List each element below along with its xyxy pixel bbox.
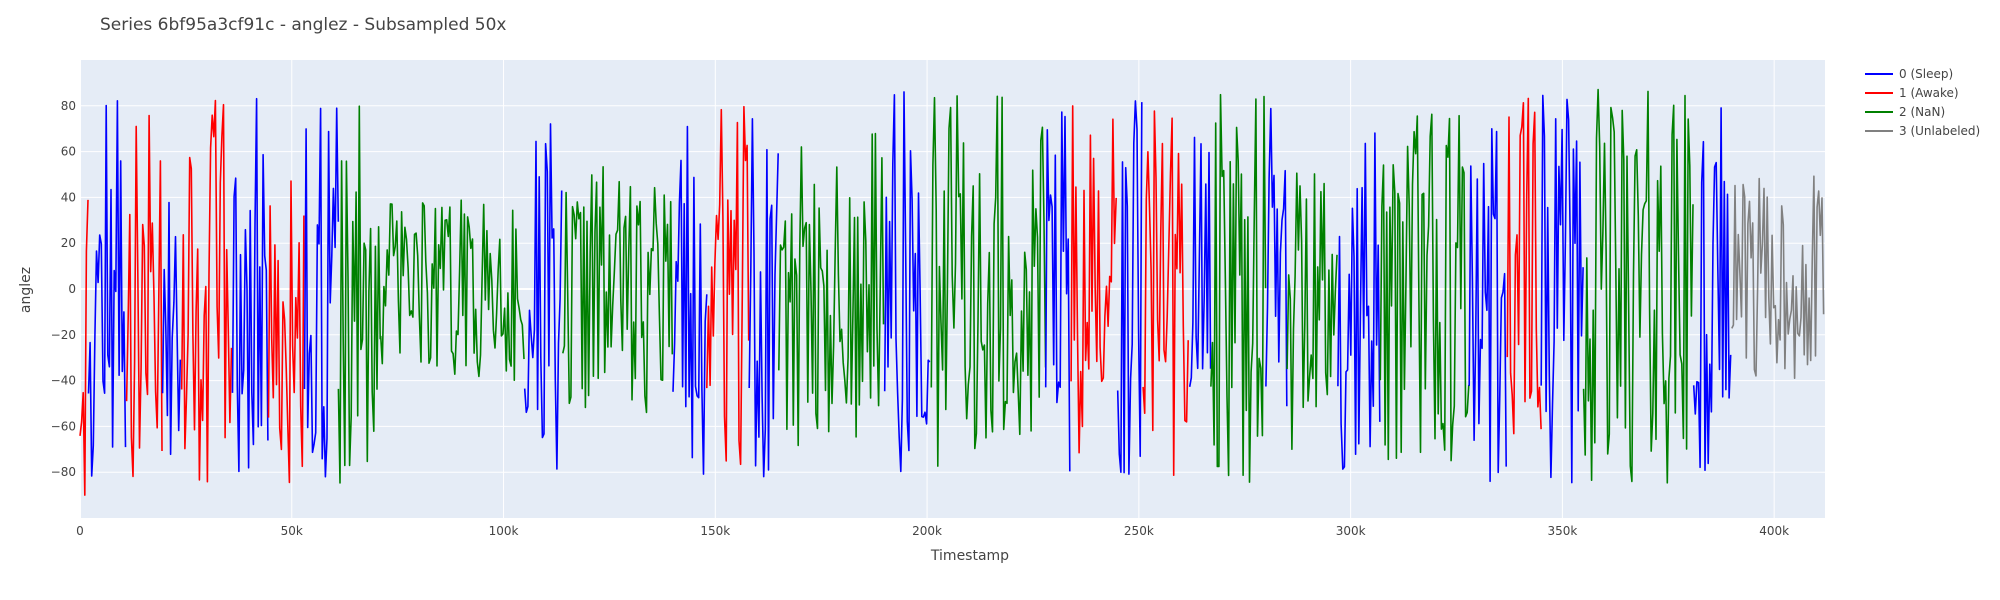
series-line-segment (87, 100, 127, 477)
series-line-segment (1188, 136, 1212, 387)
series-line-segment (706, 105, 750, 466)
y-tick-label: −80 (51, 465, 76, 479)
series-line-segment (1379, 113, 1470, 462)
x-tick-label: 300k (1336, 524, 1366, 538)
x-tick-label: 250k (1124, 524, 1154, 538)
series-line-segment (1692, 107, 1732, 471)
series-line-segment (1286, 172, 1338, 450)
legend-label: 0 (Sleep) (1899, 67, 1953, 81)
series-line-segment (161, 201, 182, 456)
axis-ticks: 80 60 40 20 0 −20 −40 −60 −80 0 50k 100k 150k 200k 250… (51, 99, 1789, 538)
series-line-segment (1044, 111, 1071, 472)
series-line-segment (303, 107, 340, 478)
series-lines (79, 88, 1825, 496)
series-line-segment (562, 166, 674, 414)
x-tick-label: 50k (281, 524, 303, 538)
y-tick-label: −40 (51, 374, 76, 388)
y-tick-label: 40 (61, 190, 76, 204)
series-line-segment (379, 199, 525, 381)
x-tick-label: 400k (1759, 524, 1789, 538)
x-tick-label: 0 (76, 524, 84, 538)
legend-item[interactable]: 0 (Sleep) (1865, 67, 1953, 81)
legend-item[interactable]: 2 (NaN) (1865, 105, 1945, 119)
y-tick-label: −60 (51, 419, 76, 433)
series-line-segment (267, 180, 305, 484)
series-line-segment (1337, 132, 1381, 470)
y-tick-label: −20 (51, 328, 76, 342)
x-tick-label: 200k (912, 524, 942, 538)
series-line-segment (180, 99, 233, 483)
x-tick-label: 150k (700, 524, 730, 538)
series-line-segment (1540, 94, 1584, 484)
series-line-segment (231, 97, 269, 473)
series-line-segment (672, 125, 708, 475)
series-line-segment (1582, 88, 1694, 484)
chart-title: Series 6bf95a3cf91c - anglez - Subsample… (100, 15, 506, 35)
legend-item[interactable]: 1 (Awake) (1865, 86, 1959, 100)
series-line-segment (1468, 128, 1507, 483)
x-axis-title: Timestamp (930, 548, 1009, 564)
legend-item[interactable]: 3 (Unlabeled) (1865, 124, 1980, 138)
series-line-segment (1142, 110, 1189, 476)
series-line-segment (1116, 100, 1143, 475)
series-line-segment (778, 132, 885, 447)
legend-label: 1 (Awake) (1899, 86, 1959, 100)
legend[interactable]: 0 (Sleep) 1 (Awake) 2 (NaN) 3 (Unlabeled) (1865, 67, 1980, 138)
series-line-segment (930, 95, 1047, 467)
series-line-segment (1210, 93, 1267, 483)
series-line-segment (79, 199, 89, 496)
y-axis-title: anglez (18, 267, 34, 313)
series-line-segment (1265, 107, 1288, 407)
legend-label: 2 (NaN) (1899, 105, 1945, 119)
y-tick-label: 80 (61, 99, 76, 113)
series-line-segment (883, 91, 931, 473)
series-line-segment (1070, 105, 1117, 454)
series-line-segment (1731, 175, 1825, 379)
y-tick-label: 60 (61, 145, 76, 159)
series-line-segment (1506, 97, 1542, 435)
series-line-segment (125, 114, 163, 478)
y-tick-label: 20 (61, 236, 76, 250)
series-line-segment (337, 105, 381, 484)
x-tick-label: 100k (489, 524, 519, 538)
legend-label: 3 (Unlabeled) (1899, 124, 1980, 138)
y-tick-label: 0 (68, 282, 76, 296)
series-line-segment (523, 123, 563, 470)
x-tick-label: 350k (1547, 524, 1577, 538)
series-line-segment (748, 118, 779, 478)
